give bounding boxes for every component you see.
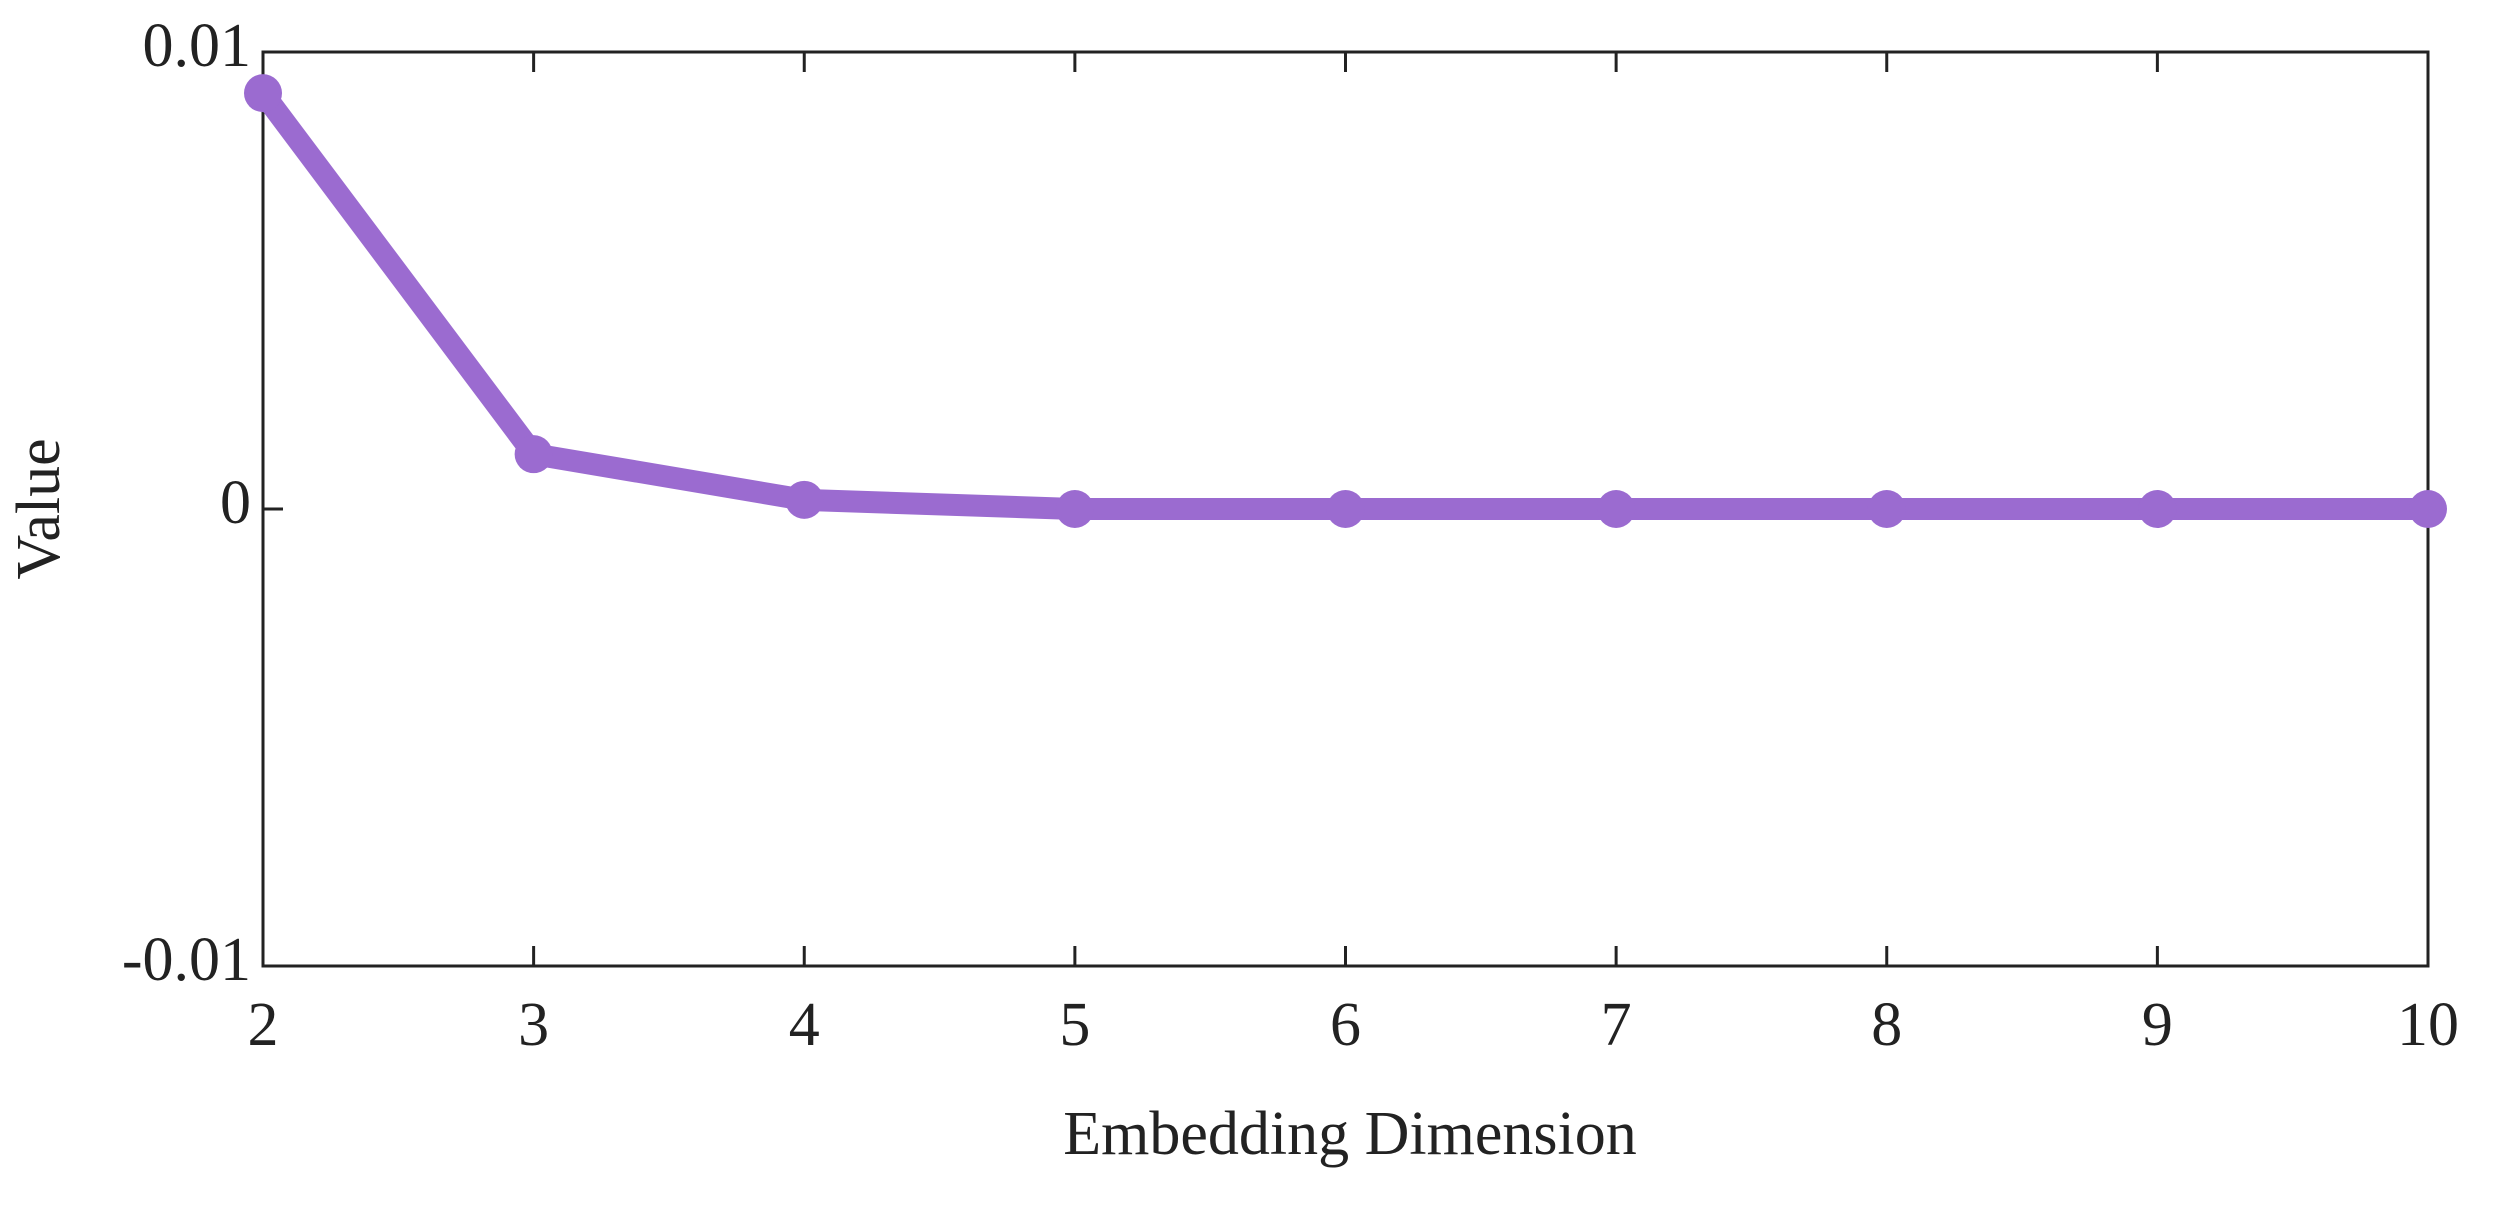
y-tick-label: 0 <box>220 469 251 537</box>
y-tick-label: -0.01 <box>122 926 251 994</box>
y-tick-label: 0.01 <box>143 12 252 80</box>
x-tick-label: 6 <box>1330 991 1361 1059</box>
data-point <box>514 435 553 474</box>
x-tick-label: 7 <box>1601 991 1632 1059</box>
x-tick-label: 4 <box>789 991 820 1059</box>
data-point <box>2138 490 2177 528</box>
x-tick-label: 9 <box>2142 991 2173 1059</box>
data-point <box>244 74 282 113</box>
x-tick-label: 10 <box>2397 991 2459 1059</box>
x-axis-label: Embedding Dimension <box>1063 1100 1636 1168</box>
y-axis-label: Value <box>5 438 73 579</box>
data-point <box>1597 490 1636 528</box>
x-tick-label: 5 <box>1059 991 1090 1059</box>
data-line <box>254 86 2428 520</box>
data-point <box>1055 490 1094 528</box>
data-point <box>1867 490 1906 528</box>
data-point <box>2409 490 2447 528</box>
x-tick-label: 2 <box>248 991 279 1059</box>
x-tick-label: 8 <box>1871 991 1902 1059</box>
x-tick-label: 3 <box>518 991 549 1059</box>
data-point <box>1326 490 1365 528</box>
data-point <box>785 480 824 519</box>
